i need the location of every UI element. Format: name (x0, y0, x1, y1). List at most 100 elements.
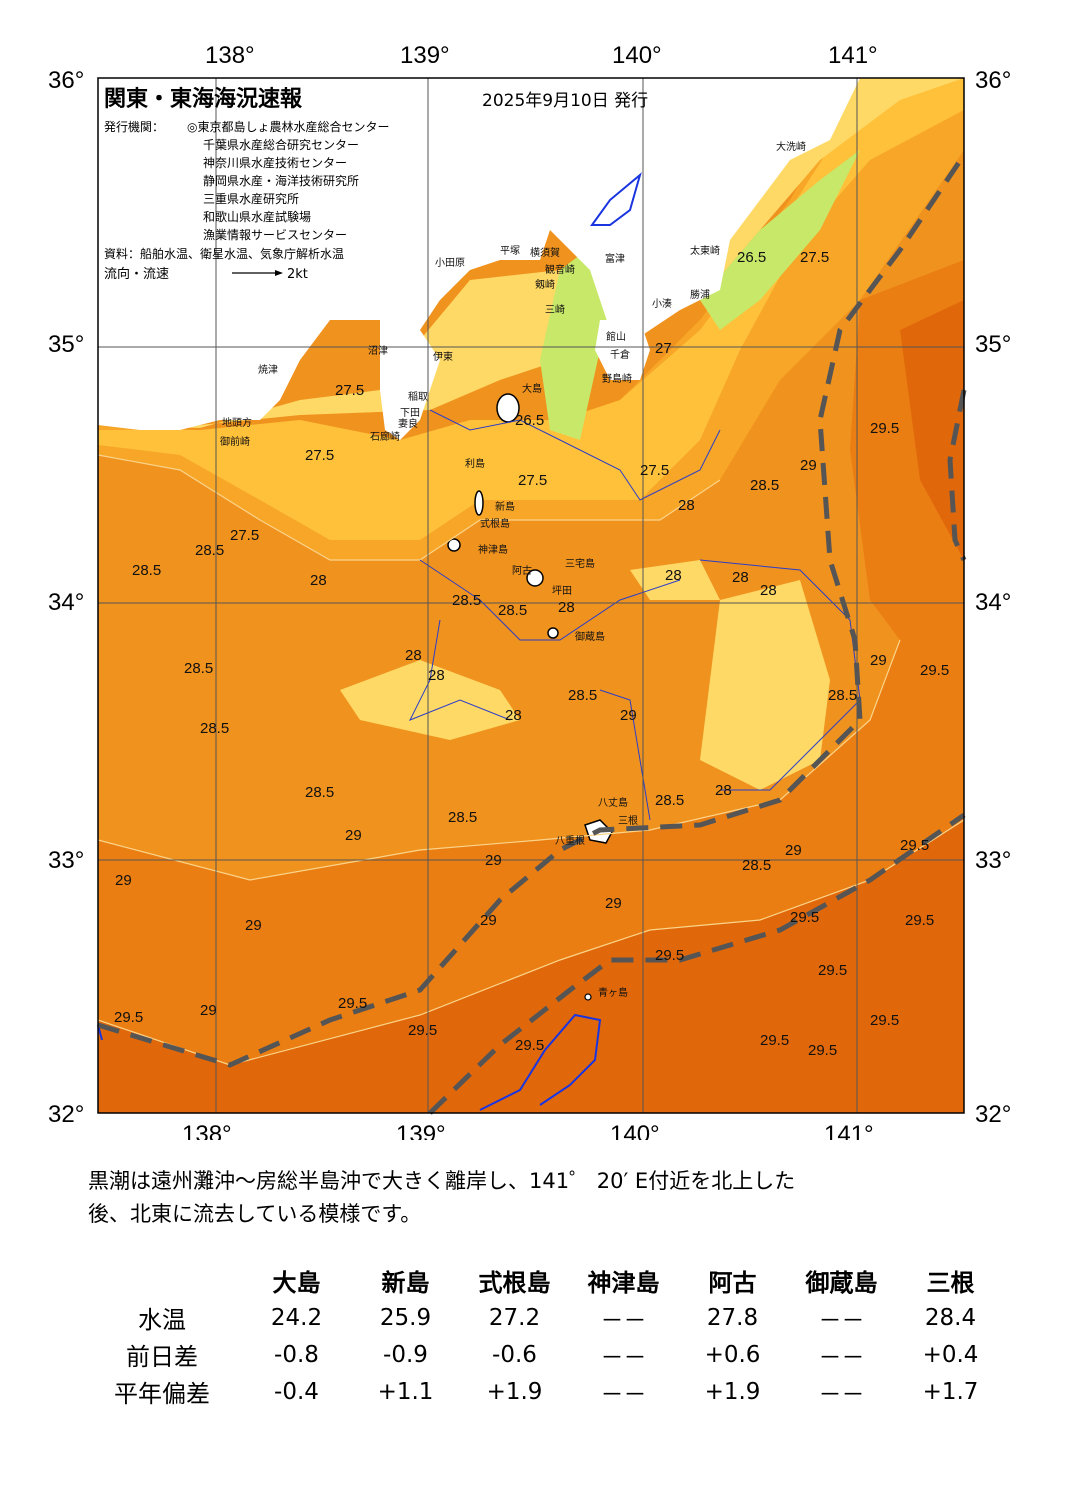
lat-label-right-34: 34° (975, 589, 1011, 616)
table-cell: 28.4 (924, 1304, 977, 1331)
place-label: 妻良 (398, 417, 418, 430)
contour-label: 29 (800, 457, 817, 474)
contour-label: 29 (200, 1002, 217, 1019)
contour-label: 29.5 (920, 662, 949, 679)
contour-label: 28.5 (750, 477, 779, 494)
contour-label: 29.5 (870, 420, 899, 437)
contour-label: 28 (558, 599, 575, 616)
place-label: 太東崎 (690, 244, 720, 257)
table-row: 平年偏差 -0.4 +1.1 +1.9 －－ +1.9 －－ +1.7 (82, 1373, 1005, 1410)
contour-label: 28.5 (655, 792, 684, 809)
contour-label: 28.5 (568, 687, 597, 704)
contour-label: 29.5 (790, 909, 819, 926)
table-cell: -0.8 (274, 1341, 319, 1368)
issuer-label: 発行機関： (104, 119, 164, 134)
contour-label: 29 (870, 652, 887, 669)
table-cell: 27.8 (706, 1304, 759, 1331)
station-header: 大島 (272, 1269, 321, 1297)
lon-label-bottom-139: 139° (396, 1121, 446, 1140)
table-cell: －－ (600, 1344, 647, 1371)
contour-label: 28 (505, 707, 522, 724)
table-cell: +0.4 (922, 1341, 979, 1368)
situation-comment: 黒潮は遠州灘沖～房総半島沖で大きく離岸し、141゜ 20′ E付近を北上した 後… (88, 1165, 988, 1231)
place-label: 千倉 (610, 348, 630, 361)
place-label: 沼津 (368, 344, 388, 357)
zone-29 (98, 600, 964, 1065)
lon-label-top-138: 138° (205, 42, 255, 69)
place-label: 館山 (606, 330, 626, 343)
place-label: 伊東 (433, 350, 453, 363)
contour-label: 27.5 (640, 462, 669, 479)
contour-label: 29 (485, 852, 502, 869)
lat-label-right-35: 35° (975, 331, 1011, 358)
lat-label-left-35: 35° (48, 331, 84, 358)
island-kozushima (447, 538, 461, 552)
place-label: 八丈島 (598, 796, 628, 809)
station-header: 御蔵島 (805, 1269, 878, 1297)
place-label: 富津 (605, 252, 625, 265)
contour-label: 29.5 (760, 1032, 789, 1049)
table-cell: +0.6 (704, 1341, 761, 1368)
place-label: 野島崎 (602, 372, 632, 385)
table-cell: +1.1 (377, 1378, 434, 1405)
place-label: 神津島 (478, 543, 508, 556)
contour-label: 29 (785, 842, 802, 859)
lon-label-top-140: 140° (612, 42, 662, 69)
contour-label: 29.5 (655, 947, 684, 964)
table-cell: －－ (600, 1307, 647, 1334)
issuer-3: 静岡県水産・海洋技術研究所 (203, 173, 359, 188)
zone-26-bay (700, 150, 860, 330)
station-header: 神津島 (587, 1269, 660, 1297)
place-label: 石廊崎 (370, 430, 400, 443)
flow-arrow-icon (275, 270, 283, 276)
table-row: 前日差 -0.8 -0.9 -0.6 －－ +0.6 －－ +0.4 (82, 1336, 1005, 1373)
place-label: 御蔵島 (575, 630, 605, 643)
table-row: 水温 24.2 25.9 27.2 －－ 27.8 －－ 28.4 (82, 1299, 1005, 1336)
map-title: 関東・東海海況速報 (104, 86, 303, 112)
place-label: 坪田 (552, 584, 572, 597)
contour-label: 29.5 (408, 1022, 437, 1039)
lat-label-left-33: 33° (48, 847, 84, 874)
place-label: 新島 (495, 500, 515, 513)
place-label: 式根島 (480, 517, 510, 530)
contour-label: 28.5 (448, 809, 477, 826)
lon-label-bottom-138: 138° (182, 1121, 232, 1140)
place-names: 大洗崎 太東崎 勝浦 小湊 野島崎 千倉 館山 富津 観音崎 剱崎 三崎 平塚 … (220, 140, 806, 999)
issuer-1: 千葉県水産総合研究センター (203, 137, 359, 152)
table-cell: +1.9 (704, 1378, 761, 1405)
table-cell: +1.9 (486, 1378, 543, 1405)
sea-temperature-map: 138° 139° 140° 141° 138° 139° 140° 141° … (48, 42, 1011, 1140)
contour-label: 27.5 (800, 249, 829, 266)
contour-label: 28 (405, 647, 422, 664)
place-label: 大洗崎 (776, 140, 806, 153)
contour-label: 27.5 (230, 527, 259, 544)
table-cell: 24.2 (270, 1304, 323, 1331)
flow-label: 流向・流速 (104, 266, 169, 282)
island-niijima (474, 490, 484, 516)
contour-label: 29.5 (338, 995, 367, 1012)
comment-line-1: 黒潮は遠州灘沖～房総半島沖で大きく離岸し、141゜ 20′ E付近を北上した (88, 1169, 796, 1193)
contour-label: 27.5 (335, 382, 364, 399)
row-label: 水温 (138, 1306, 186, 1334)
kuroshio-axis-branch (428, 812, 966, 1115)
station-header: 式根島 (478, 1269, 551, 1297)
issuer-5: 和歌山県水産試験場 (203, 209, 311, 224)
contour-label: 28.5 (132, 562, 161, 579)
map-date: 2025年9月10日 発行 (482, 91, 648, 111)
contour-label: 28.5 (195, 542, 224, 559)
place-label: 焼津 (258, 364, 278, 376)
station-header: 新島 (381, 1269, 430, 1297)
contour-label: 29.5 (114, 1009, 143, 1026)
patch-a (700, 580, 830, 790)
contour-label: 28.5 (200, 720, 229, 737)
contour-label: 28 (665, 567, 682, 584)
land-izu (380, 320, 440, 440)
contour-label: 29.5 (900, 837, 929, 854)
table-cell: －－ (818, 1381, 865, 1408)
station-header: 阿古 (708, 1269, 757, 1297)
place-label: 八重根 (555, 834, 585, 847)
contour-label: 28.5 (742, 857, 771, 874)
zone-27-5 (98, 78, 964, 540)
issuer-6: 漁業情報サービスセンター (203, 228, 347, 242)
place-label: 横須賀 (530, 246, 560, 259)
